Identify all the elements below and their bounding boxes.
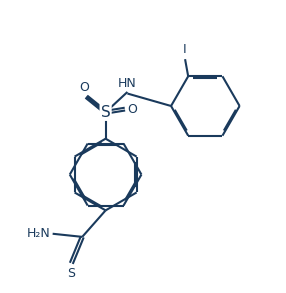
Text: H₂N: H₂N (26, 227, 50, 240)
Text: O: O (128, 103, 137, 116)
Text: HN: HN (118, 77, 137, 91)
Text: S: S (67, 267, 75, 280)
Text: S: S (101, 105, 110, 120)
Text: I: I (183, 43, 186, 56)
Text: O: O (79, 81, 89, 94)
